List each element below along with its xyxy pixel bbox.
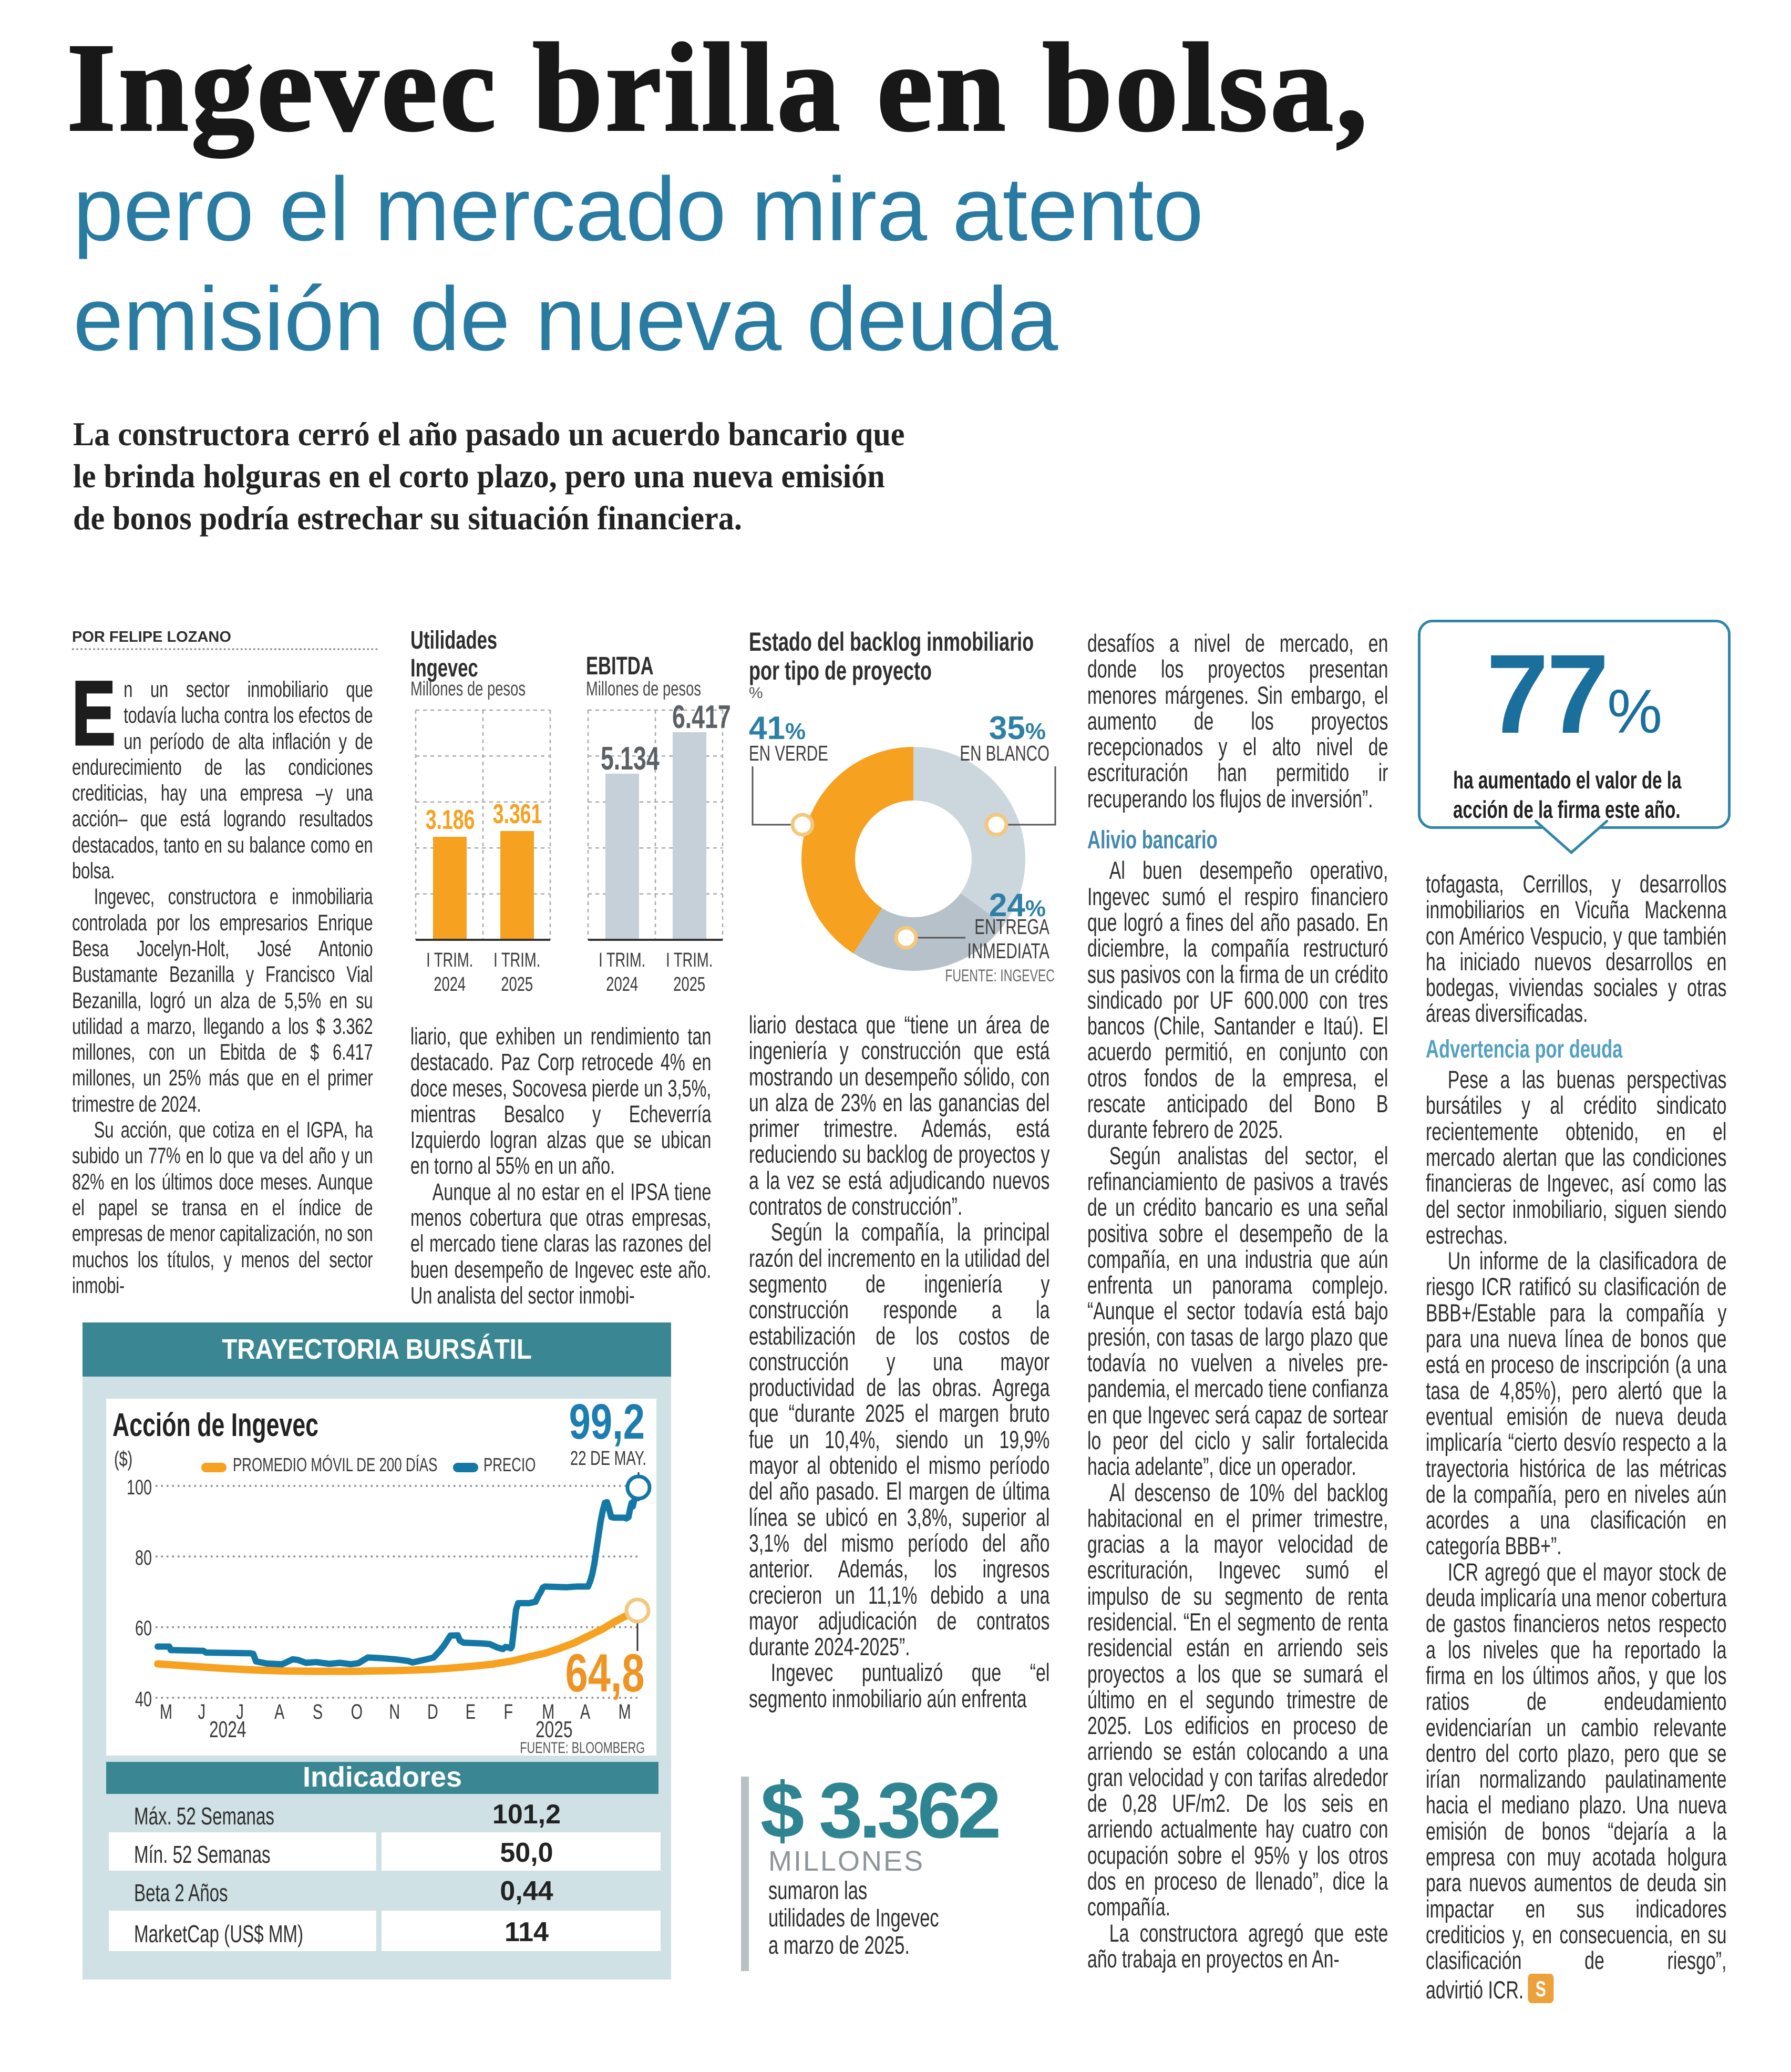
svg-text:S: S	[1535, 1977, 1546, 2002]
